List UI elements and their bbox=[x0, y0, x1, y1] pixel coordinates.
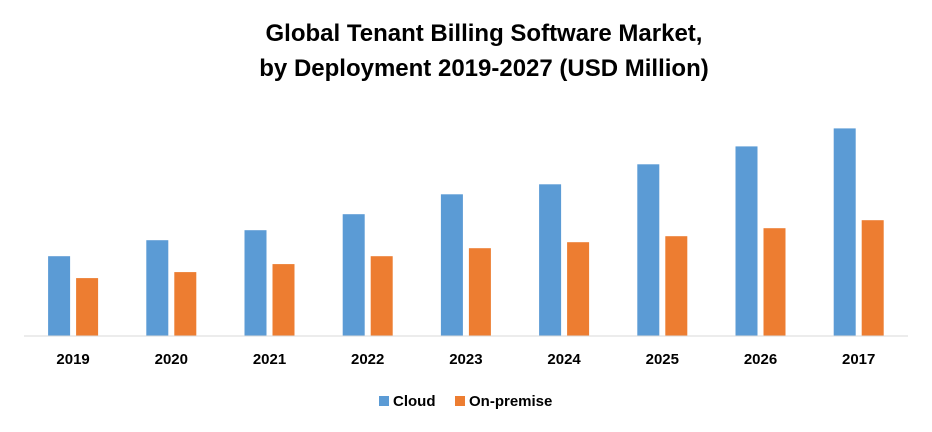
x-tick-label-2024: 2024 bbox=[547, 351, 581, 368]
legend-label-on-premise: On-premise bbox=[469, 393, 552, 410]
bar-cloud-2023 bbox=[440, 194, 463, 336]
bar-cloud-2026 bbox=[735, 146, 758, 336]
legend-swatch-on-premise bbox=[455, 396, 465, 406]
bar-on-premise-2023 bbox=[468, 248, 491, 336]
bar-on-premise-2020 bbox=[174, 272, 197, 336]
bar-on-premise-2024 bbox=[567, 242, 590, 336]
bar-cloud-2025 bbox=[637, 164, 660, 336]
bar-on-premise-2021 bbox=[272, 264, 295, 336]
x-tick-label-2019: 2019 bbox=[56, 351, 89, 368]
chart-title-line-2: by Deployment 2019-2027 (USD Million) bbox=[259, 55, 708, 82]
bar-cloud-2021 bbox=[244, 230, 267, 336]
bar-on-premise-2017 bbox=[861, 220, 884, 336]
x-tick-label-2025: 2025 bbox=[646, 351, 679, 368]
bar-cloud-2017 bbox=[833, 128, 856, 336]
x-tick-label-2023: 2023 bbox=[449, 351, 482, 368]
chart-title-line-1: Global Tenant Billing Software Market, bbox=[266, 20, 703, 47]
legend: Cloud On-premise bbox=[379, 393, 552, 410]
bar-group bbox=[48, 128, 884, 336]
bar-cloud-2019 bbox=[48, 256, 71, 336]
x-axis-ticks: 2019 2020 2021 2022 2023 2024 2025 2026 2017 bbox=[56, 351, 875, 368]
x-tick-label-2026: 2026 bbox=[744, 351, 777, 368]
bar-on-premise-2019 bbox=[76, 278, 99, 336]
legend-swatch-cloud bbox=[379, 396, 389, 406]
bar-cloud-2024 bbox=[539, 184, 562, 336]
bar-on-premise-2022 bbox=[370, 256, 393, 336]
bar-on-premise-2026 bbox=[763, 228, 786, 336]
bar-cloud-2020 bbox=[146, 240, 169, 336]
x-tick-label-2020: 2020 bbox=[155, 351, 188, 368]
bar-on-premise-2025 bbox=[665, 236, 688, 336]
legend-label-cloud: Cloud bbox=[393, 393, 436, 410]
x-tick-label-2017: 2017 bbox=[842, 351, 875, 368]
x-tick-label-2022: 2022 bbox=[351, 351, 384, 368]
bar-cloud-2022 bbox=[342, 214, 365, 336]
x-tick-label-2021: 2021 bbox=[253, 351, 286, 368]
